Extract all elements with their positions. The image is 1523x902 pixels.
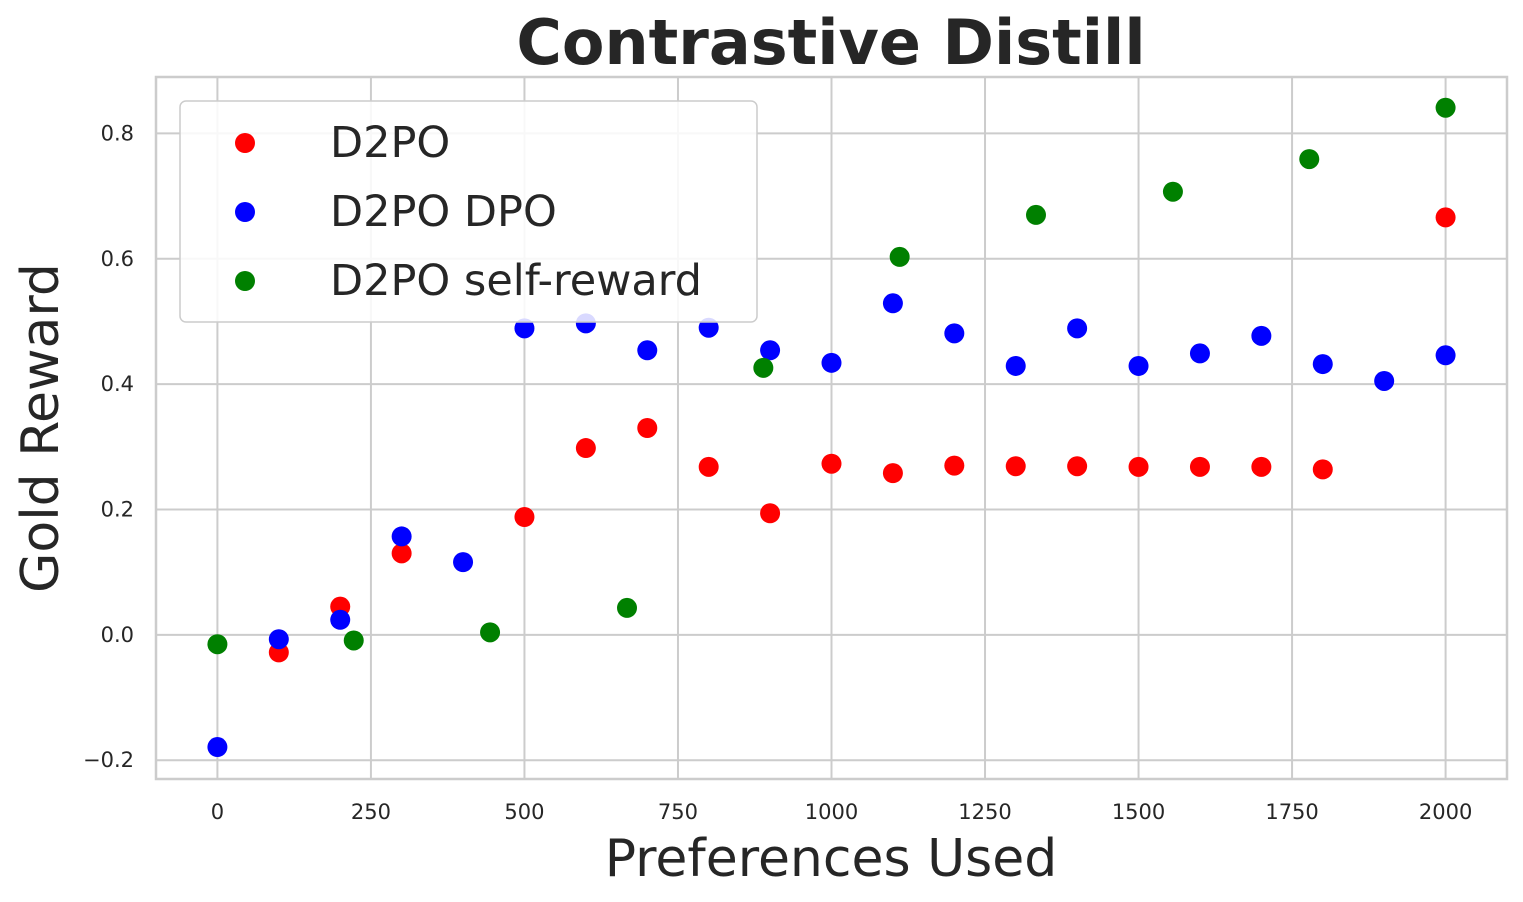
x-tick-label: 1750	[1265, 800, 1318, 824]
point-d2po-dpo	[1312, 354, 1333, 375]
x-tick-label: 750	[658, 800, 698, 824]
point-d2po-dpo	[514, 318, 535, 339]
x-axis-label: Preferences Used	[605, 829, 1058, 889]
point-d2po-dpo	[1251, 325, 1272, 346]
point-d2po-self-reward	[753, 357, 774, 378]
point-d2po-dpo	[1435, 345, 1456, 366]
point-d2po-self-reward	[480, 622, 501, 643]
point-d2po	[1312, 459, 1333, 480]
legend-label-d2po-dpo: D2PO DPO	[330, 187, 557, 237]
legend: D2PO D2PO DPO D2PO self-reward	[179, 100, 758, 323]
point-d2po-dpo	[637, 340, 658, 361]
legend-marker-d2po-dpo	[235, 202, 255, 222]
point-d2po-dpo	[1128, 355, 1149, 376]
point-d2po-dpo	[760, 340, 781, 361]
point-d2po-dpo	[1374, 370, 1395, 391]
y-tick-label: 0.8	[101, 121, 134, 145]
point-d2po-dpo	[944, 323, 965, 344]
point-d2po-dpo	[882, 293, 903, 314]
legend-marker-d2po-self-reward	[235, 271, 255, 291]
y-axis-label: Gold Reward	[11, 263, 71, 593]
point-d2po-self-reward	[1162, 181, 1183, 202]
point-d2po	[821, 453, 842, 474]
point-d2po-self-reward	[1025, 204, 1046, 225]
point-d2po	[882, 463, 903, 484]
x-tick-label: 250	[351, 800, 391, 824]
point-d2po	[1435, 207, 1456, 228]
point-d2po-self-reward	[1299, 149, 1320, 170]
chart-title: Contrastive Distill	[516, 6, 1145, 79]
y-tick-label: 0.4	[101, 372, 134, 396]
x-tick-label: 1500	[1112, 800, 1165, 824]
point-d2po-dpo	[821, 352, 842, 373]
y-tick-label: 0.0	[101, 623, 134, 647]
x-tick-label: 1000	[805, 800, 858, 824]
point-d2po-dpo	[330, 609, 351, 630]
y-tick-label: −0.2	[83, 748, 134, 772]
point-d2po	[391, 543, 412, 564]
legend-marker-d2po	[235, 133, 255, 153]
point-d2po-dpo	[1005, 355, 1026, 376]
point-d2po-dpo	[453, 552, 474, 573]
point-d2po-self-reward	[617, 597, 638, 618]
point-d2po	[575, 438, 596, 459]
point-d2po-self-reward	[889, 246, 910, 267]
plot-frame	[154, 75, 1509, 781]
point-d2po	[760, 503, 781, 524]
x-tick-label: 1250	[958, 800, 1011, 824]
point-d2po-self-reward	[1435, 97, 1456, 118]
tick-labels: 0 250 500 750 1000 1250 1500 1750 2000 −0.2 0.0 0.2…	[83, 121, 1472, 824]
point-d2po	[514, 507, 535, 528]
point-d2po-dpo	[268, 629, 289, 650]
y-tick-label: 0.2	[101, 497, 134, 521]
point-d2po-self-reward	[343, 630, 364, 651]
legend-label-d2po-self-reward: D2PO self-reward	[330, 256, 702, 306]
point-d2po	[944, 455, 965, 476]
point-d2po	[1251, 456, 1272, 477]
x-tick-label: 0	[211, 800, 224, 824]
point-d2po-dpo	[391, 526, 412, 547]
point-d2po	[1128, 456, 1149, 477]
grid-lines	[156, 77, 1507, 779]
point-d2po-dpo	[1189, 343, 1210, 364]
y-tick-label: 0.6	[101, 247, 134, 271]
point-d2po	[698, 456, 719, 477]
point-d2po	[1189, 456, 1210, 477]
point-d2po-dpo	[1067, 318, 1088, 339]
point-d2po-dpo	[207, 737, 228, 758]
point-d2po	[1067, 456, 1088, 477]
legend-box	[179, 100, 758, 323]
x-tick-label: 500	[504, 800, 544, 824]
legend-label-d2po: D2PO	[330, 118, 450, 168]
point-d2po	[1005, 456, 1026, 477]
point-d2po	[637, 418, 658, 438]
x-tick-label: 2000	[1419, 800, 1472, 824]
point-d2po-self-reward	[207, 634, 228, 655]
